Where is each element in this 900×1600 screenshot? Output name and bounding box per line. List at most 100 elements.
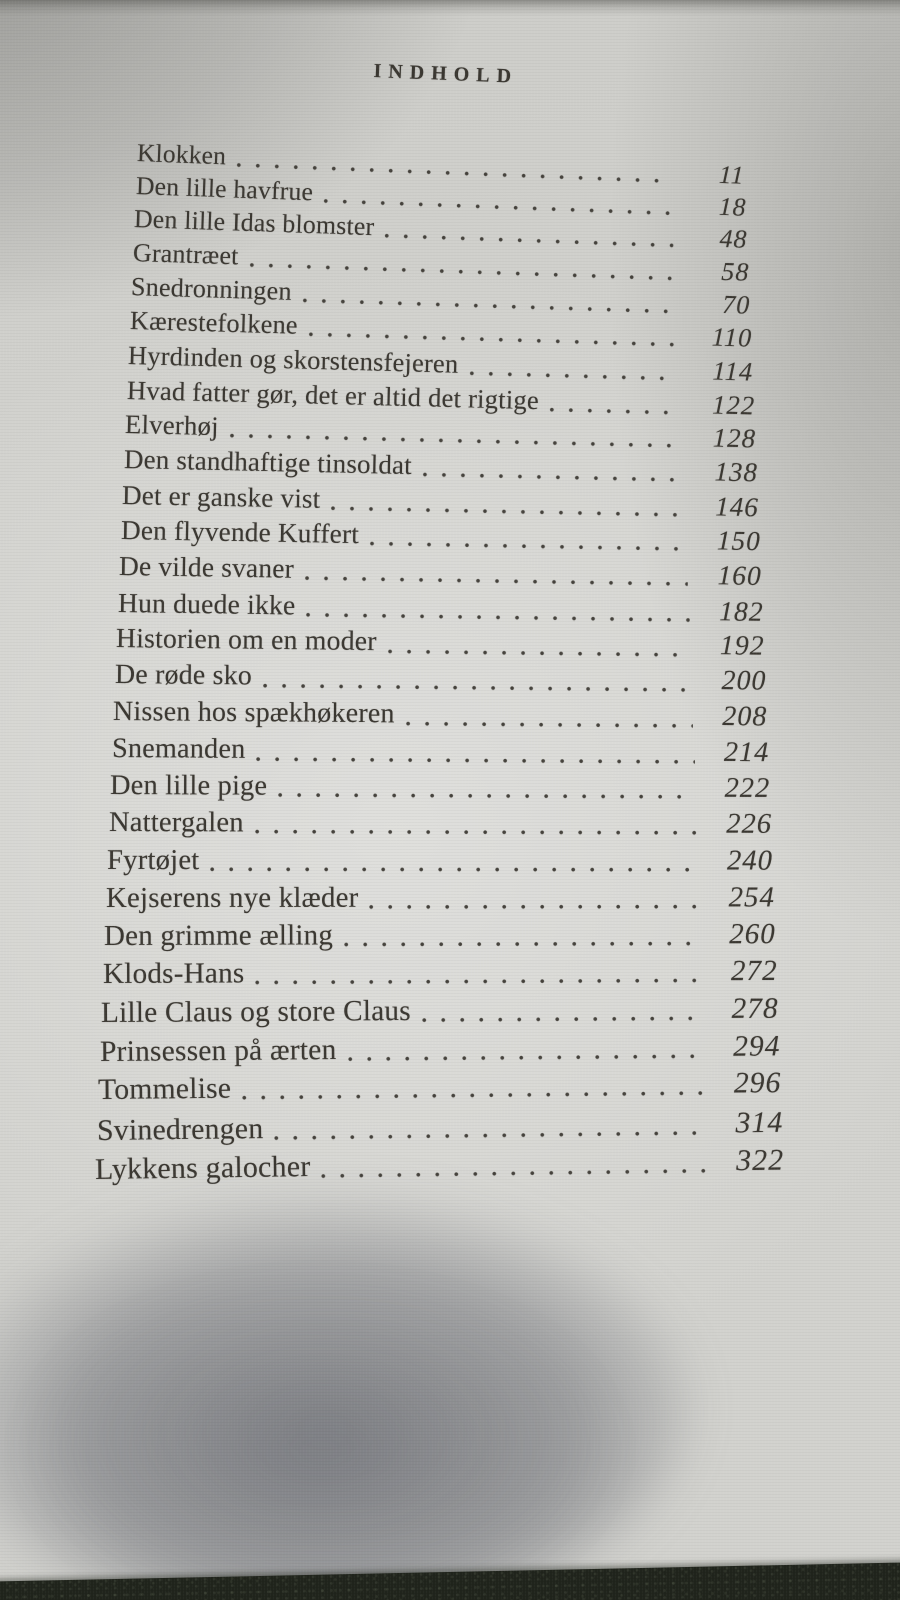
toc-title: Nattergalen — [108, 806, 244, 839]
dot-leader — [344, 941, 702, 948]
toc-title: Lille Claus og store Claus — [100, 994, 411, 1029]
toc-page-number: 200 — [720, 665, 767, 697]
dot-leader — [255, 755, 695, 764]
toc-row: Tommelise 296 — [98, 1067, 782, 1107]
toc-page-number: 182 — [718, 594, 764, 627]
toc-page-number: 18 — [717, 191, 747, 222]
toc-title: Kærestefolkene — [129, 305, 298, 340]
dot-leader — [369, 540, 687, 552]
dot-leader — [347, 1053, 707, 1062]
toc-title: Fyrtøjet — [106, 844, 200, 877]
toc-row: Hun duede ikke 182 — [117, 587, 763, 628]
toc-title: Lykkens galocher — [94, 1149, 311, 1186]
toc-page-number: 254 — [728, 881, 775, 914]
toc-row: Kejserens nye klæder 254 — [105, 881, 774, 915]
toc-title: Hun duede ikke — [117, 586, 296, 621]
toc-title: Den grimme ælling — [103, 919, 334, 953]
toc-title: Prinsessen på ærten — [99, 1033, 337, 1068]
dot-leader — [384, 233, 674, 249]
dot-leader — [331, 505, 685, 518]
toc-row: Historien om en moder 192 — [116, 623, 765, 663]
toc-page-number: 214 — [723, 736, 769, 768]
toc-title: Snemanden — [111, 732, 246, 765]
toc-page-number: 278 — [731, 992, 779, 1025]
dot-leader — [304, 575, 688, 587]
dot-leader — [254, 829, 698, 836]
toc-page-number: 314 — [734, 1105, 783, 1139]
toc-title: De røde sko — [114, 659, 252, 692]
toc-page-number: 260 — [729, 918, 776, 951]
toc-page-number: 294 — [732, 1029, 781, 1063]
toc-page-number: 70 — [721, 289, 751, 320]
toc-title: Snedronningen — [130, 271, 293, 306]
toc-page-number: 150 — [716, 525, 761, 557]
dot-leader — [262, 683, 692, 693]
toc-title: Grantræet — [132, 238, 239, 271]
dot-leader — [210, 867, 699, 874]
dot-leader — [307, 331, 678, 348]
dot-leader — [421, 1016, 705, 1024]
toc-title: Den lille Idas blomster — [133, 204, 375, 242]
toc-row: Prinsessen på ærten 294 — [99, 1030, 780, 1069]
dot-leader — [321, 1168, 711, 1180]
toc-title: Det er ganske vist — [121, 479, 321, 514]
toc-row: Klods-Hans 272 — [102, 955, 777, 991]
dot-leader — [229, 433, 682, 449]
toc-row: Nattergalen 226 — [108, 807, 771, 841]
toc-page-number: 128 — [712, 422, 757, 454]
toc-title: Kejserens nye klæder — [105, 881, 358, 915]
toc-row: Svinedrengen 314 — [96, 1105, 783, 1147]
toc-page-number: 138 — [713, 456, 758, 488]
toc-page-number: 222 — [724, 772, 771, 804]
toc-page-number: 114 — [712, 355, 754, 387]
dot-leader — [242, 1091, 708, 1102]
toc-page-number: 58 — [720, 256, 750, 287]
toc-row: Fyrtøjet 240 — [107, 844, 773, 878]
toc-title: Svinedrengen — [96, 1111, 264, 1147]
dot-leader — [405, 720, 694, 728]
toc-page-number: 296 — [733, 1067, 782, 1100]
toc-title: De vilde svaner — [118, 550, 295, 584]
toc-row: Lille Claus og store Claus 278 — [101, 992, 779, 1029]
dot-leader — [254, 978, 704, 986]
toc-row: Den grimme ælling 260 — [104, 918, 776, 953]
toc-row: Snemanden 214 — [111, 733, 768, 769]
dot-leader — [368, 904, 701, 911]
dot-leader — [549, 406, 681, 416]
toc-title: Den lille havfrue — [135, 171, 314, 207]
toc-page-number: 240 — [726, 844, 774, 877]
toc-page-number: 122 — [711, 389, 755, 421]
toc-page-number: 192 — [719, 629, 765, 662]
toc-page-number: 322 — [735, 1143, 785, 1178]
toc-title: Nissen hos spækhøkeren — [112, 695, 395, 729]
toc-title: Klods-Hans — [102, 957, 244, 991]
toc-row: Den lille pige 222 — [110, 770, 770, 805]
toc-title: Den standhaftige tinsoldat — [123, 444, 412, 481]
dot-leader — [422, 472, 684, 483]
toc-row: Lykkens galocher 322 — [95, 1143, 785, 1186]
toc-page-number: 11 — [718, 159, 746, 190]
toc-title: Hyrdinden og skorstensfejeren — [127, 340, 459, 379]
toc-row: De vilde svaner 160 — [119, 551, 762, 592]
dot-leader — [273, 1130, 709, 1141]
toc-title: Historien om en moder — [115, 622, 377, 657]
toc-page-number: 226 — [725, 808, 772, 840]
dot-leader — [387, 648, 691, 658]
toc-title: Klokken — [136, 138, 227, 171]
toc-title: Den flyvende Kuffert — [120, 515, 359, 550]
toc-page-number: 208 — [722, 700, 768, 733]
toc-page-number: 48 — [719, 224, 748, 255]
dot-leader — [305, 611, 690, 623]
dot-leader — [469, 371, 680, 382]
toc-page-number: 160 — [717, 560, 762, 591]
toc-page-number: 146 — [714, 490, 760, 522]
toc-title: Den lille pige — [109, 769, 268, 802]
toc-title: Tommelise — [97, 1073, 232, 1107]
toc-row: Nissen hos spækhøkeren 208 — [113, 696, 768, 733]
toc-page-number: 272 — [730, 955, 778, 988]
toc-title: Elverhøj — [124, 409, 220, 442]
toc-page-number: 110 — [710, 322, 753, 353]
toc-row: De røde sko 200 — [114, 659, 766, 698]
